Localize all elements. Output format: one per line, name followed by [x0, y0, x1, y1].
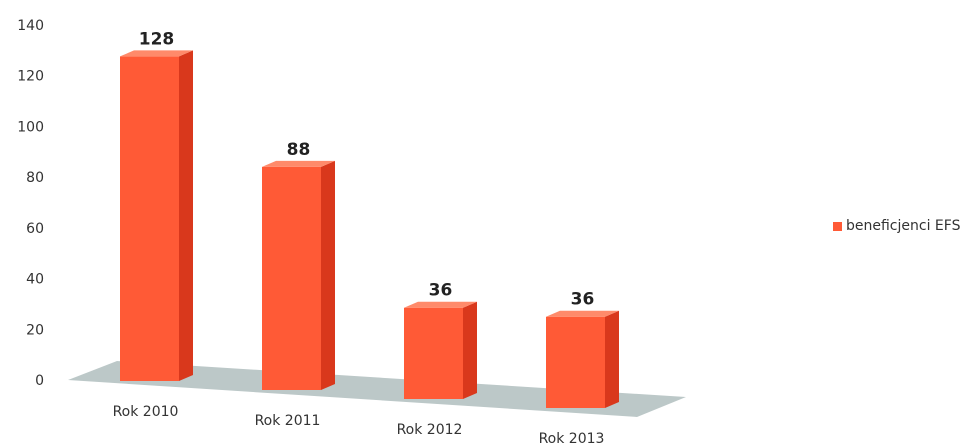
chart-floor [68, 361, 686, 417]
legend: beneficjenci EFS [833, 218, 960, 234]
y-tick-label: 20 [26, 322, 44, 338]
bar-top [262, 160, 335, 167]
data-label: 88 [287, 140, 311, 160]
x-tick-label: Rok 2012 [397, 422, 463, 438]
bar [404, 307, 463, 399]
y-tick-label: 60 [26, 221, 44, 237]
data-label: 36 [571, 290, 595, 310]
bar [262, 166, 321, 390]
y-tick-label: 0 [35, 373, 44, 389]
y-tick-label: 100 [17, 119, 44, 135]
bar [546, 316, 605, 408]
bar-side [179, 50, 193, 382]
y-tick-label: 140 [17, 18, 44, 34]
x-tick-label: Rok 2013 [539, 431, 605, 445]
bar-top [404, 301, 477, 308]
legend-swatch [833, 221, 842, 231]
y-tick-label: 80 [26, 170, 44, 186]
y-tick-label: 40 [26, 272, 44, 288]
x-tick-label: Rok 2010 [113, 404, 179, 420]
data-label: 36 [429, 281, 453, 301]
bar-side [321, 160, 335, 390]
bar-side [605, 310, 619, 408]
bar [120, 56, 179, 382]
x-tick-label: Rok 2011 [255, 413, 321, 429]
bar-side [463, 301, 477, 399]
legend-label: beneficjenci EFS [846, 218, 961, 234]
y-tick-label: 120 [17, 69, 44, 85]
bar-top [546, 310, 619, 317]
data-label: 128 [139, 29, 175, 49]
bar-top [120, 50, 193, 57]
